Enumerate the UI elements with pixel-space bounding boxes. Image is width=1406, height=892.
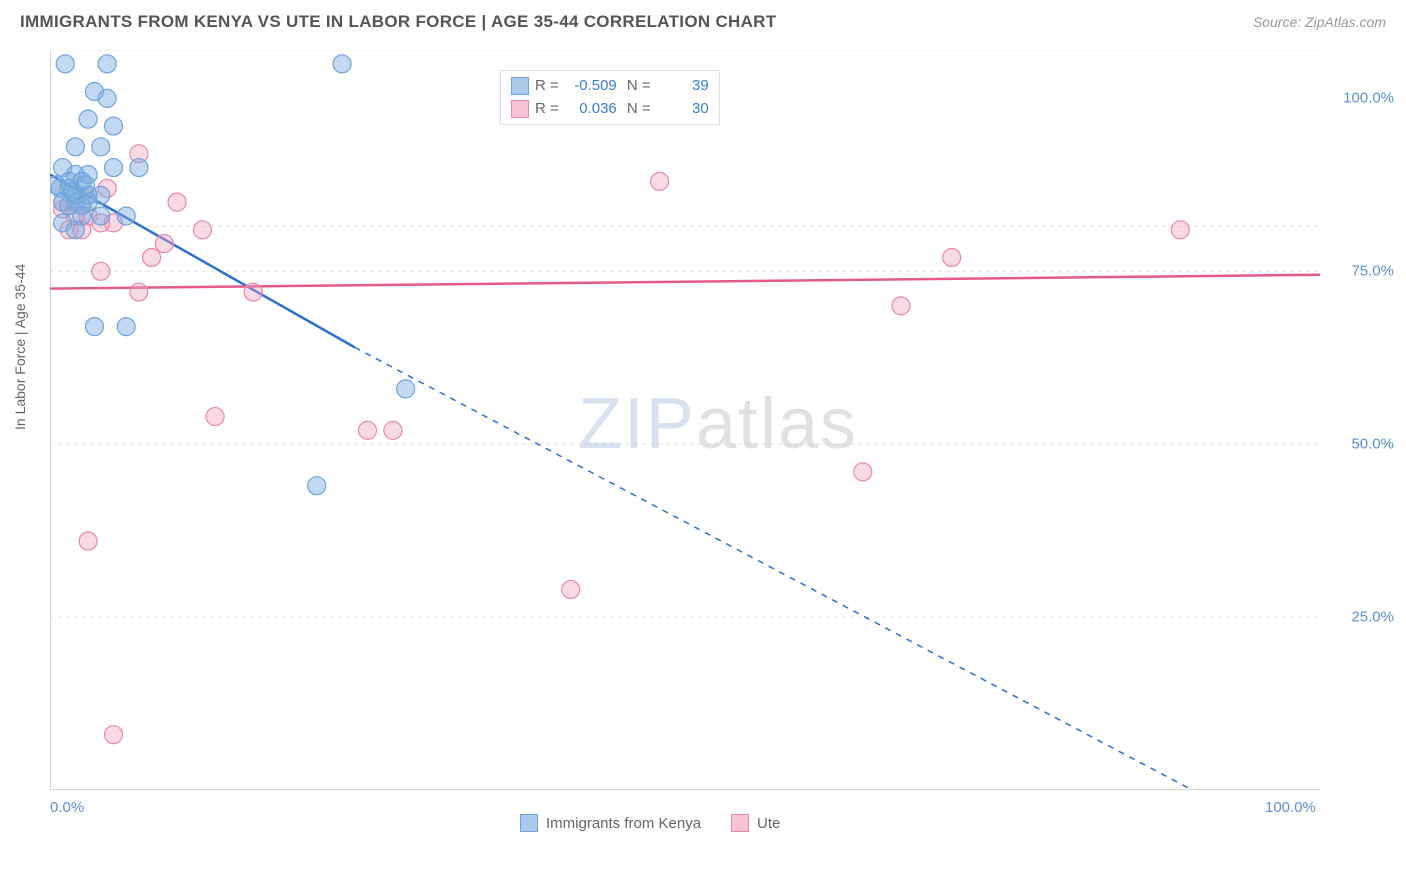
x-tick-labels: 0.0%100.0% xyxy=(50,50,1320,790)
y-tick-label: 75.0% xyxy=(1351,263,1394,280)
y-axis-label: In Labor Force | Age 35-44 xyxy=(12,264,28,430)
legend-label-kenya: Immigrants from Kenya xyxy=(546,815,701,832)
y-tick-label: 25.0% xyxy=(1351,609,1394,626)
y-tick-label: 50.0% xyxy=(1351,436,1394,453)
legend-label-ute: Ute xyxy=(757,815,780,832)
y-tick-label: 100.0% xyxy=(1343,90,1394,107)
x-tick-label: 0.0% xyxy=(50,799,84,816)
chart-title: IMMIGRANTS FROM KENYA VS UTE IN LABOR FO… xyxy=(20,12,776,32)
series-legend: Immigrants from Kenya Ute xyxy=(520,814,780,832)
swatch-kenya-icon xyxy=(520,814,538,832)
chart-header: IMMIGRANTS FROM KENYA VS UTE IN LABOR FO… xyxy=(0,0,1406,40)
chart-container: ZIPatlas R = -0.509 N = 39 R = 0.036 N =… xyxy=(50,50,1386,830)
x-tick-label: 100.0% xyxy=(1265,799,1316,816)
legend-item-kenya: Immigrants from Kenya xyxy=(520,814,701,832)
source-attribution: Source: ZipAtlas.com xyxy=(1253,14,1386,30)
swatch-ute-icon xyxy=(731,814,749,832)
legend-item-ute: Ute xyxy=(731,814,780,832)
y-tick-labels: 25.0%50.0%75.0%100.0% xyxy=(1320,50,1390,790)
